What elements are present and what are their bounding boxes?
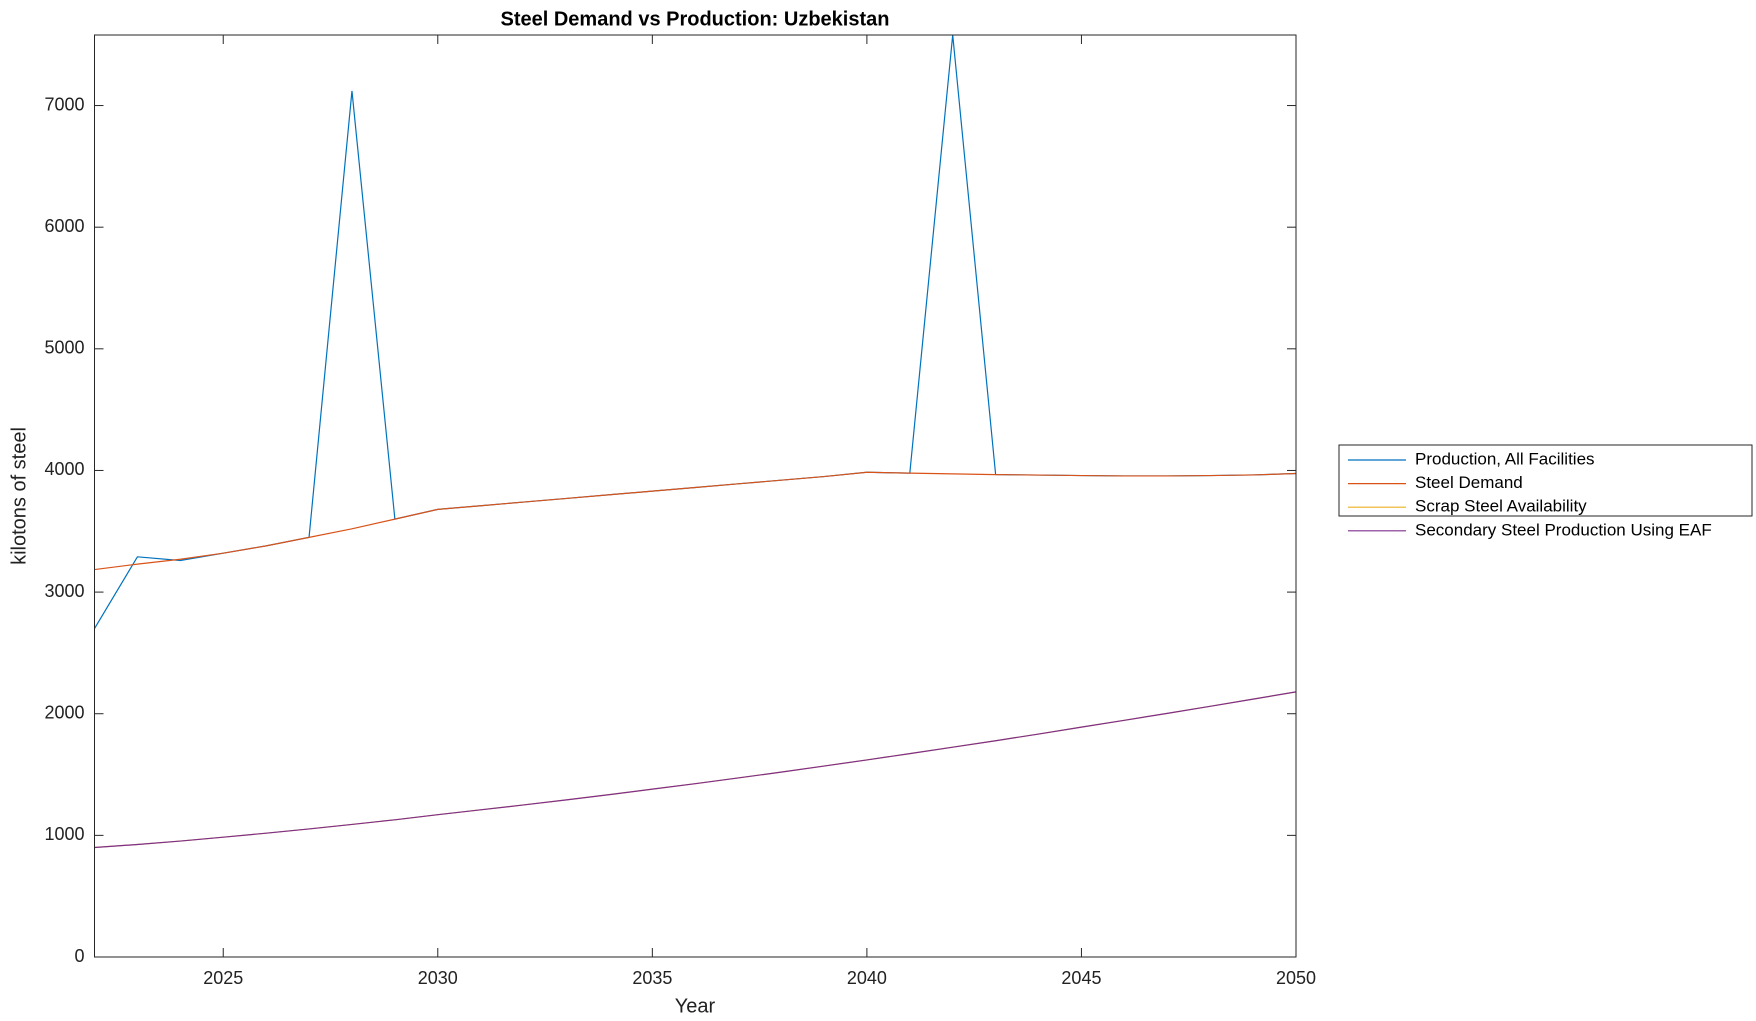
y-tick-label: 7000 xyxy=(44,94,84,114)
x-tick-label: 2025 xyxy=(203,968,243,988)
y-axis-label: kilotons of steel xyxy=(8,427,30,565)
x-tick-label: 2045 xyxy=(1061,968,1101,988)
legend-text: Steel Demand xyxy=(1415,473,1523,492)
legend-text: Secondary Steel Production Using EAF xyxy=(1415,520,1712,539)
legend-text: Scrap Steel Availability xyxy=(1415,497,1587,516)
y-tick-label: 2000 xyxy=(44,702,84,722)
data-line xyxy=(94,691,1296,849)
legend-text: Production, All Facilities xyxy=(1415,449,1595,468)
y-tick-label: 4000 xyxy=(44,459,84,479)
x-tick-label: 2035 xyxy=(632,968,672,988)
y-tick-label: 5000 xyxy=(44,338,84,358)
data-line xyxy=(94,471,1296,571)
plot-frame xyxy=(94,34,1297,958)
chart-title: Steel Demand vs Production: Uzbekistan xyxy=(501,8,890,30)
y-tick-label: 3000 xyxy=(44,581,84,601)
legend-box xyxy=(1338,444,1753,517)
x-tick-label: 2040 xyxy=(847,968,887,988)
y-tick-label: 0 xyxy=(74,946,84,966)
x-tick-label: 2050 xyxy=(1276,968,1316,988)
y-tick-label: 6000 xyxy=(44,216,84,236)
x-axis-label: Year xyxy=(675,995,716,1017)
y-tick-label: 1000 xyxy=(44,824,84,844)
x-tick-label: 2030 xyxy=(418,968,458,988)
data-line xyxy=(94,35,1296,629)
data-line xyxy=(94,691,1296,849)
